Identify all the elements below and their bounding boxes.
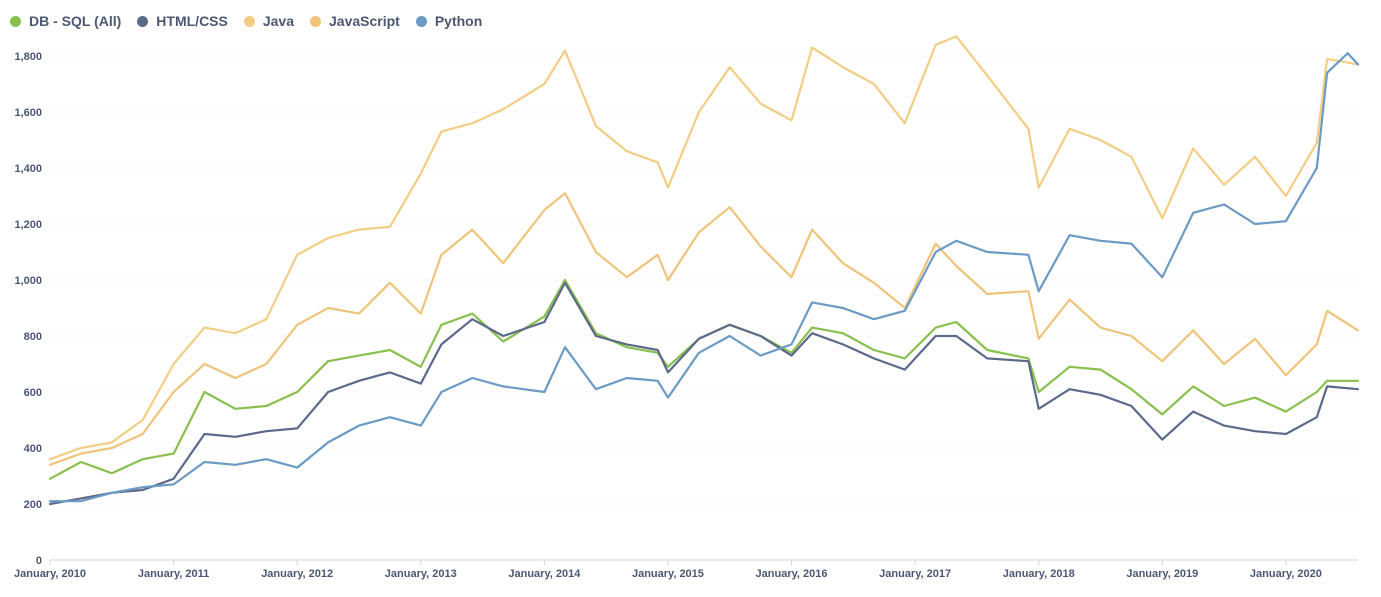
legend-item-html-css[interactable]: HTML/CSS bbox=[137, 13, 228, 29]
legend-item-javascript[interactable]: JavaScript bbox=[310, 13, 400, 29]
legend-dot-icon bbox=[310, 15, 322, 27]
y-tick-label: 1,200 bbox=[14, 219, 42, 231]
y-tick-label: 200 bbox=[24, 499, 42, 511]
legend-dot-icon bbox=[137, 15, 149, 27]
y-tick-label: 600 bbox=[24, 387, 42, 399]
x-tick-label: January, 2019 bbox=[1126, 568, 1198, 580]
x-tick-label: January, 2014 bbox=[508, 568, 581, 580]
legend-dot-icon bbox=[415, 15, 427, 27]
legend: DB - SQL (All) HTML/CSS Java JavaScript … bbox=[10, 11, 482, 31]
x-tick-label: January, 2020 bbox=[1250, 568, 1322, 580]
y-tick-label: 1,800 bbox=[14, 51, 42, 63]
series-line-html-css bbox=[48, 281, 1360, 506]
legend-dot-icon bbox=[243, 15, 255, 27]
y-tick-label: 1,400 bbox=[14, 163, 42, 175]
legend-label: HTML/CSS bbox=[156, 13, 228, 29]
legend-label: DB - SQL (All) bbox=[29, 13, 122, 29]
legend-label: Python bbox=[434, 13, 483, 29]
x-tick-label: January, 2016 bbox=[756, 568, 828, 580]
y-tick-label: 400 bbox=[24, 443, 42, 455]
legend-label: Java bbox=[262, 13, 295, 29]
x-tick-label: January, 2010 bbox=[14, 568, 86, 580]
legend-item-java[interactable]: Java bbox=[243, 13, 295, 29]
y-tick-label: 1,600 bbox=[14, 107, 42, 119]
series-line-db-sql-all- bbox=[48, 278, 1360, 480]
legend-dot-icon bbox=[10, 15, 21, 27]
x-tick-label: January, 2017 bbox=[879, 568, 951, 580]
series-line-javascript bbox=[48, 192, 1360, 466]
series-line-java bbox=[48, 35, 1360, 461]
legend-label: JavaScript bbox=[329, 13, 400, 29]
x-tick-label: January, 2018 bbox=[1003, 568, 1075, 580]
x-tick-label: January, 2011 bbox=[138, 568, 209, 580]
series-line-python bbox=[48, 52, 1360, 503]
y-tick-label: 800 bbox=[24, 331, 42, 343]
x-tick-label: January, 2015 bbox=[632, 568, 704, 580]
y-tick-label: 0 bbox=[36, 555, 42, 567]
x-tick-label: January, 2013 bbox=[385, 568, 457, 580]
legend-item-python[interactable]: Python bbox=[415, 13, 483, 29]
x-tick-label: January, 2012 bbox=[261, 568, 333, 580]
legend-item-db-sql[interactable]: DB - SQL (All) bbox=[10, 13, 121, 29]
y-tick-label: 1,000 bbox=[14, 275, 42, 287]
